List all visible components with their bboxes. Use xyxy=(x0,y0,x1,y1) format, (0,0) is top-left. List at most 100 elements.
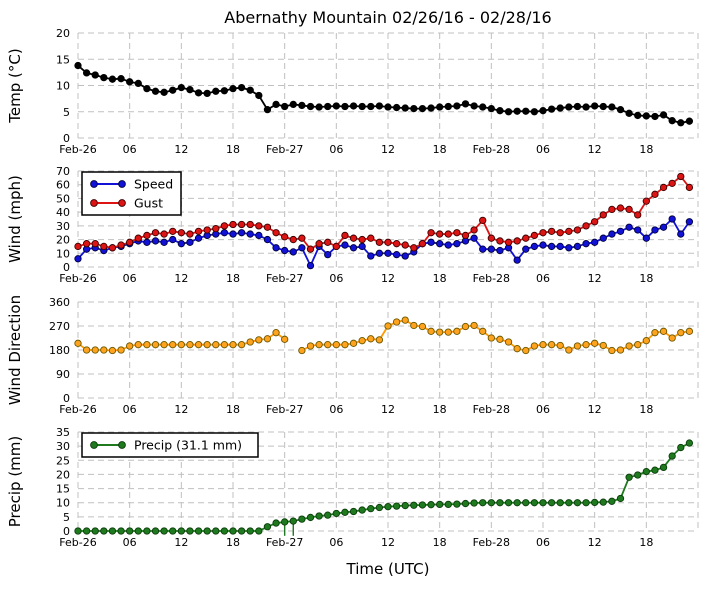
data-point xyxy=(177,229,185,237)
data-point xyxy=(547,227,556,235)
data-point xyxy=(220,341,229,349)
data-point xyxy=(487,234,495,242)
temperature-subplot: 0 5 10 15 20 Temp (°C) Feb-26 06 12 18 Feb-27 06 12 1… xyxy=(6,27,699,156)
y-tick-label: 15 xyxy=(56,53,70,66)
legend-label: Gust xyxy=(134,196,163,211)
data-point xyxy=(582,499,590,507)
x-tick-label: 18 xyxy=(433,143,447,156)
data-point xyxy=(634,211,642,219)
data-point xyxy=(341,231,349,240)
precipitation-series-precip-31-1-mm- xyxy=(74,439,694,535)
data-point xyxy=(668,179,676,187)
data-point xyxy=(108,75,117,83)
data-point xyxy=(263,106,272,114)
data-point xyxy=(496,499,504,507)
y-tick-label: 20 xyxy=(56,468,70,481)
data-point xyxy=(599,234,607,242)
data-point xyxy=(625,205,633,214)
data-point xyxy=(634,471,642,479)
x-tick-label: Feb-27 xyxy=(266,143,303,156)
data-point xyxy=(229,341,237,349)
data-point xyxy=(151,87,160,95)
data-point xyxy=(444,241,452,249)
data-point xyxy=(375,238,384,246)
x-tick-label: Feb-27 xyxy=(266,536,303,549)
data-point xyxy=(504,338,513,346)
x-tick-label: 06 xyxy=(123,536,137,549)
x-tick-label: 12 xyxy=(588,272,602,285)
x-tick-label: 12 xyxy=(174,536,188,549)
legend-label: Speed xyxy=(134,177,173,192)
data-point xyxy=(169,235,177,244)
x-tick-label: 18 xyxy=(433,272,447,285)
data-point xyxy=(685,117,694,125)
data-point xyxy=(91,71,99,79)
data-point xyxy=(401,252,409,260)
y-tick-label: 10 xyxy=(56,80,70,93)
chart-title: Abernathy Mountain 02/26/16 - 02/28/16 xyxy=(224,8,551,27)
data-point xyxy=(677,443,685,452)
data-point xyxy=(487,499,495,507)
data-point xyxy=(685,183,694,192)
temperature-axis-title: Temp (°C) xyxy=(6,48,24,123)
x-tick-label: Feb-27 xyxy=(266,403,303,416)
data-point xyxy=(685,439,694,447)
data-point xyxy=(281,246,289,255)
data-point xyxy=(298,234,306,242)
data-point xyxy=(677,119,685,127)
wind_direction-x-tick-labels: Feb-26 06 12 18 Feb-27 06 12 18 Feb-28 06 12 18 xyxy=(59,403,653,416)
data-point xyxy=(418,104,427,113)
data-point xyxy=(668,117,676,125)
data-point xyxy=(177,83,185,92)
data-point xyxy=(444,500,452,509)
data-point xyxy=(496,335,504,343)
data-point xyxy=(229,85,237,93)
data-point xyxy=(212,87,220,95)
legend-box xyxy=(81,171,182,216)
data-point xyxy=(392,251,401,259)
data-point xyxy=(272,519,280,527)
data-point xyxy=(126,527,134,535)
data-point xyxy=(401,316,409,324)
data-point xyxy=(349,102,358,110)
data-point xyxy=(298,101,306,110)
y-tick-label: 10 xyxy=(56,497,70,510)
data-point xyxy=(401,501,409,510)
data-point xyxy=(608,230,616,238)
data-point xyxy=(384,503,392,511)
y-tick-label: 30 xyxy=(56,440,70,453)
wind-series-gust xyxy=(74,172,694,253)
data-point xyxy=(427,238,435,246)
data-point xyxy=(367,102,375,111)
data-point xyxy=(263,335,272,343)
data-point xyxy=(332,242,340,251)
x-tick-label: 18 xyxy=(226,272,240,285)
x-tick-label: 12 xyxy=(381,272,395,285)
data-point xyxy=(134,341,142,349)
data-point xyxy=(591,218,599,226)
data-point xyxy=(272,229,280,237)
y-tick-label: 15 xyxy=(56,483,70,496)
data-point xyxy=(513,237,521,245)
data-point xyxy=(324,341,332,349)
data-point xyxy=(401,241,409,249)
data-point xyxy=(461,499,470,508)
data-point xyxy=(625,473,633,481)
x-tick-label: 12 xyxy=(588,403,602,416)
data-point xyxy=(599,341,607,350)
data-point xyxy=(341,102,349,111)
y-tick-label: 50 xyxy=(56,192,70,205)
data-point xyxy=(547,499,556,507)
data-point xyxy=(160,341,168,349)
x-tick-label: Feb-26 xyxy=(59,272,96,285)
y-tick-label: 0 xyxy=(63,261,70,274)
y-tick-label: 5 xyxy=(63,511,70,524)
data-point xyxy=(444,230,452,238)
data-point xyxy=(659,111,668,119)
data-point xyxy=(384,322,392,330)
data-point xyxy=(625,342,633,350)
data-point xyxy=(565,346,573,354)
data-point xyxy=(616,227,625,235)
